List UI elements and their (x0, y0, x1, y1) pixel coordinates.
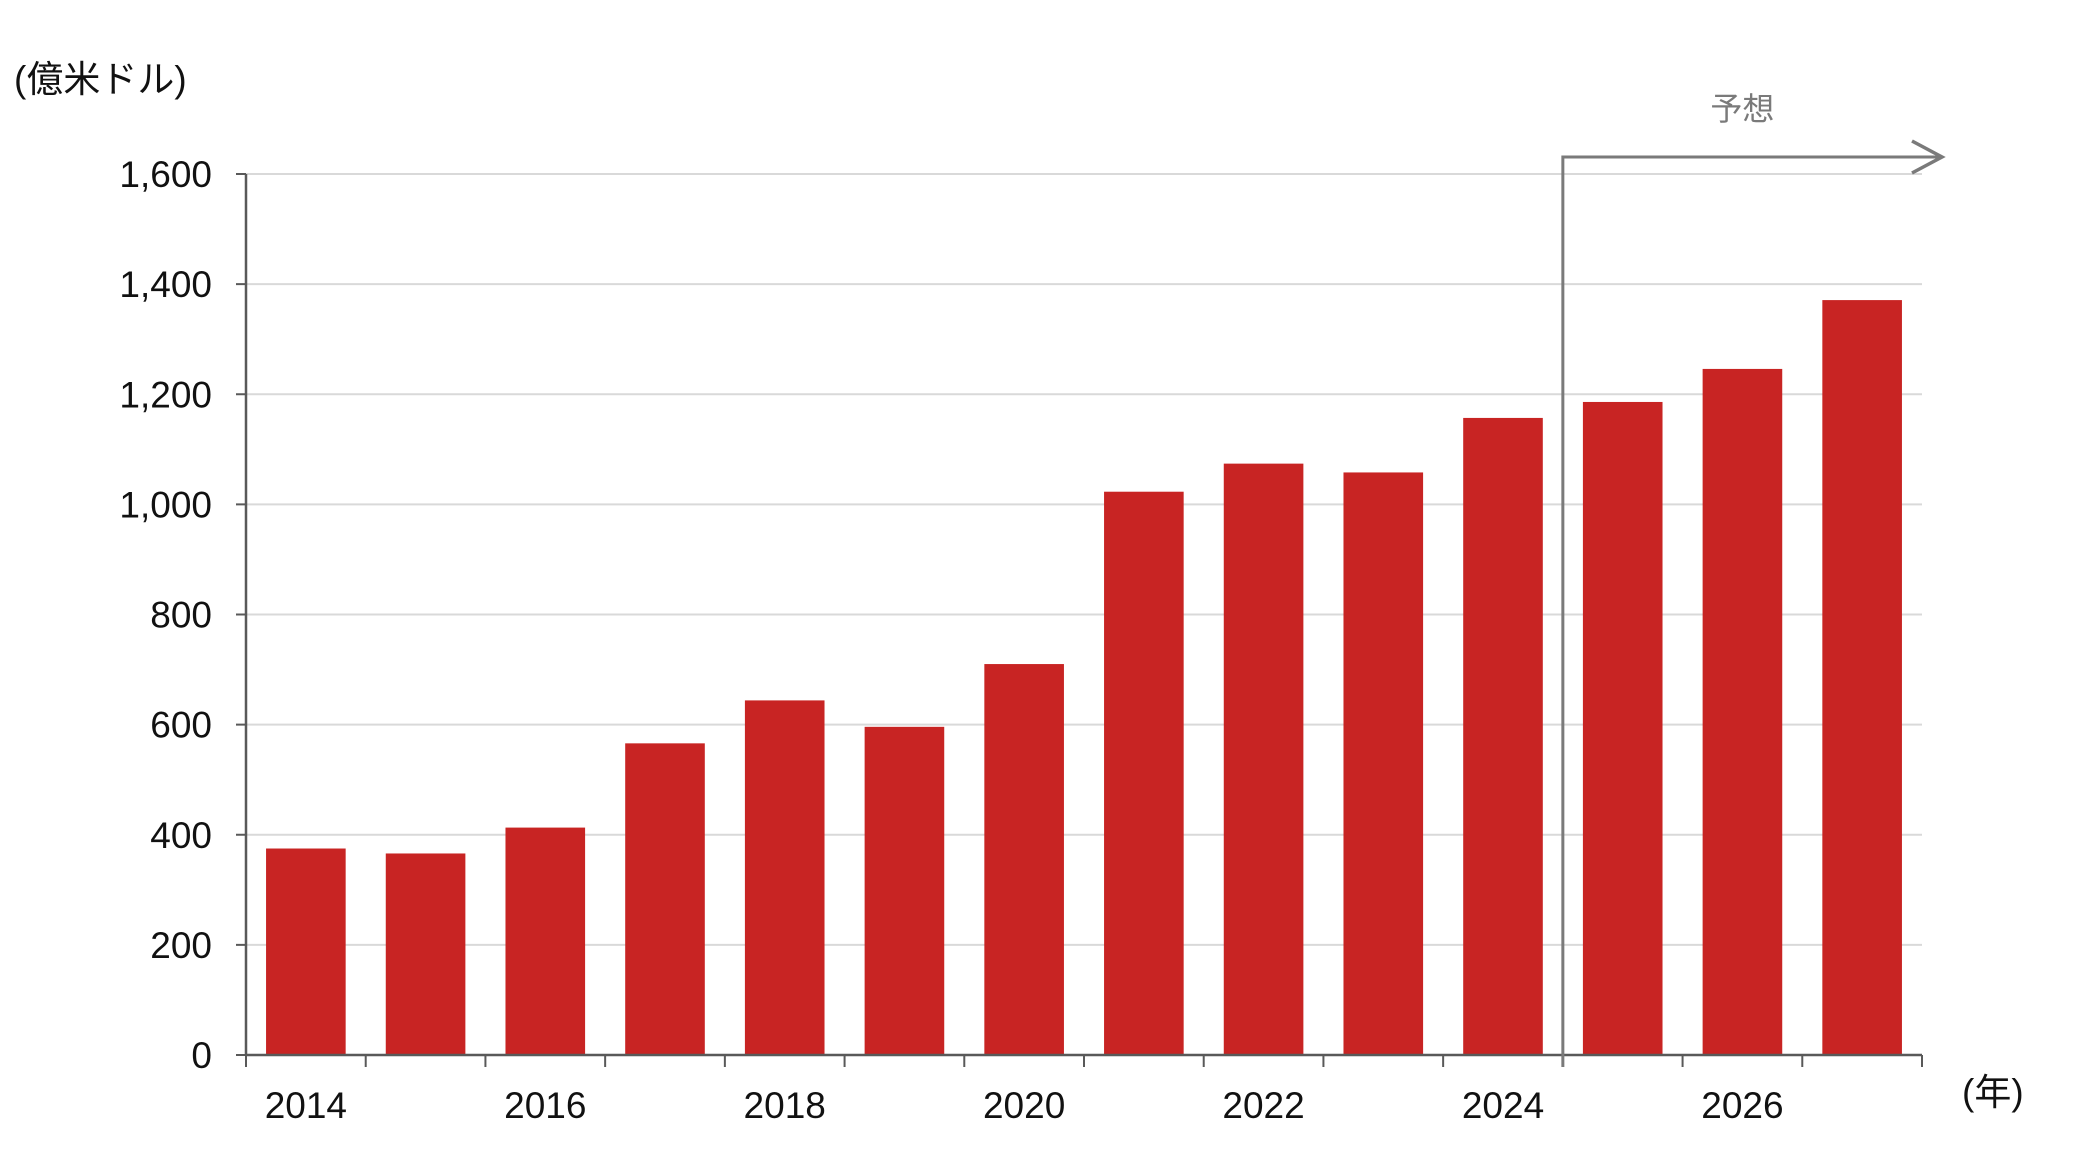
bar-2020 (984, 664, 1064, 1055)
forecast-label: 予想 (1710, 91, 1774, 127)
x-tick-label: 2016 (504, 1085, 586, 1126)
bar-2016 (505, 827, 586, 1055)
y-tick-label: 400 (150, 815, 212, 856)
y-tick-label: 600 (150, 705, 212, 746)
x-tick-label: 2024 (1462, 1085, 1544, 1126)
bar-2023 (1343, 472, 1424, 1056)
bar-2024 (1463, 417, 1543, 1055)
bar-2017 (625, 743, 705, 1055)
y-tick-labels: 0 200 400 600 800 1,000 1,200 1,400 1,600 (119, 154, 212, 1076)
bar-2018 (744, 700, 825, 1055)
bars (266, 300, 1902, 1056)
y-tick-label: 1,200 (119, 374, 212, 415)
forecast-marker: 予想 (1561, 91, 1946, 1067)
x-tick-labels: 2014 2016 2018 2020 2022 2024 2026 (265, 1085, 1784, 1126)
forecast-arrowhead-icon (1911, 139, 1946, 175)
bar-2025 (1582, 401, 1663, 1055)
x-tick-label: 2018 (744, 1085, 826, 1126)
y-tick-label: 1,400 (119, 264, 212, 305)
gridlines (246, 173, 1922, 946)
bar-2026 (1702, 368, 1783, 1055)
axes (236, 173, 1923, 1067)
bar-2021 (1104, 491, 1184, 1055)
y-tick-label: 1,000 (119, 484, 212, 525)
bar-2027 (1822, 300, 1902, 1055)
x-axis-unit-label: (年) (1962, 1072, 2024, 1113)
bar-2014 (266, 848, 346, 1055)
y-tick-label: 0 (191, 1035, 212, 1076)
y-tick-label: 200 (150, 925, 212, 966)
x-tick-label: 2014 (265, 1085, 347, 1126)
y-axis-unit-label: (億米ドル) (14, 59, 187, 100)
bar-2022 (1223, 463, 1304, 1055)
y-tick-label: 800 (150, 595, 212, 636)
y-tick-label: 1,600 (119, 154, 212, 195)
x-tick-label: 2026 (1701, 1085, 1783, 1126)
x-tick-label: 2020 (983, 1085, 1065, 1126)
x-tick-label: 2022 (1222, 1085, 1304, 1126)
bar-2015 (385, 853, 466, 1055)
bar-2019 (864, 726, 945, 1055)
